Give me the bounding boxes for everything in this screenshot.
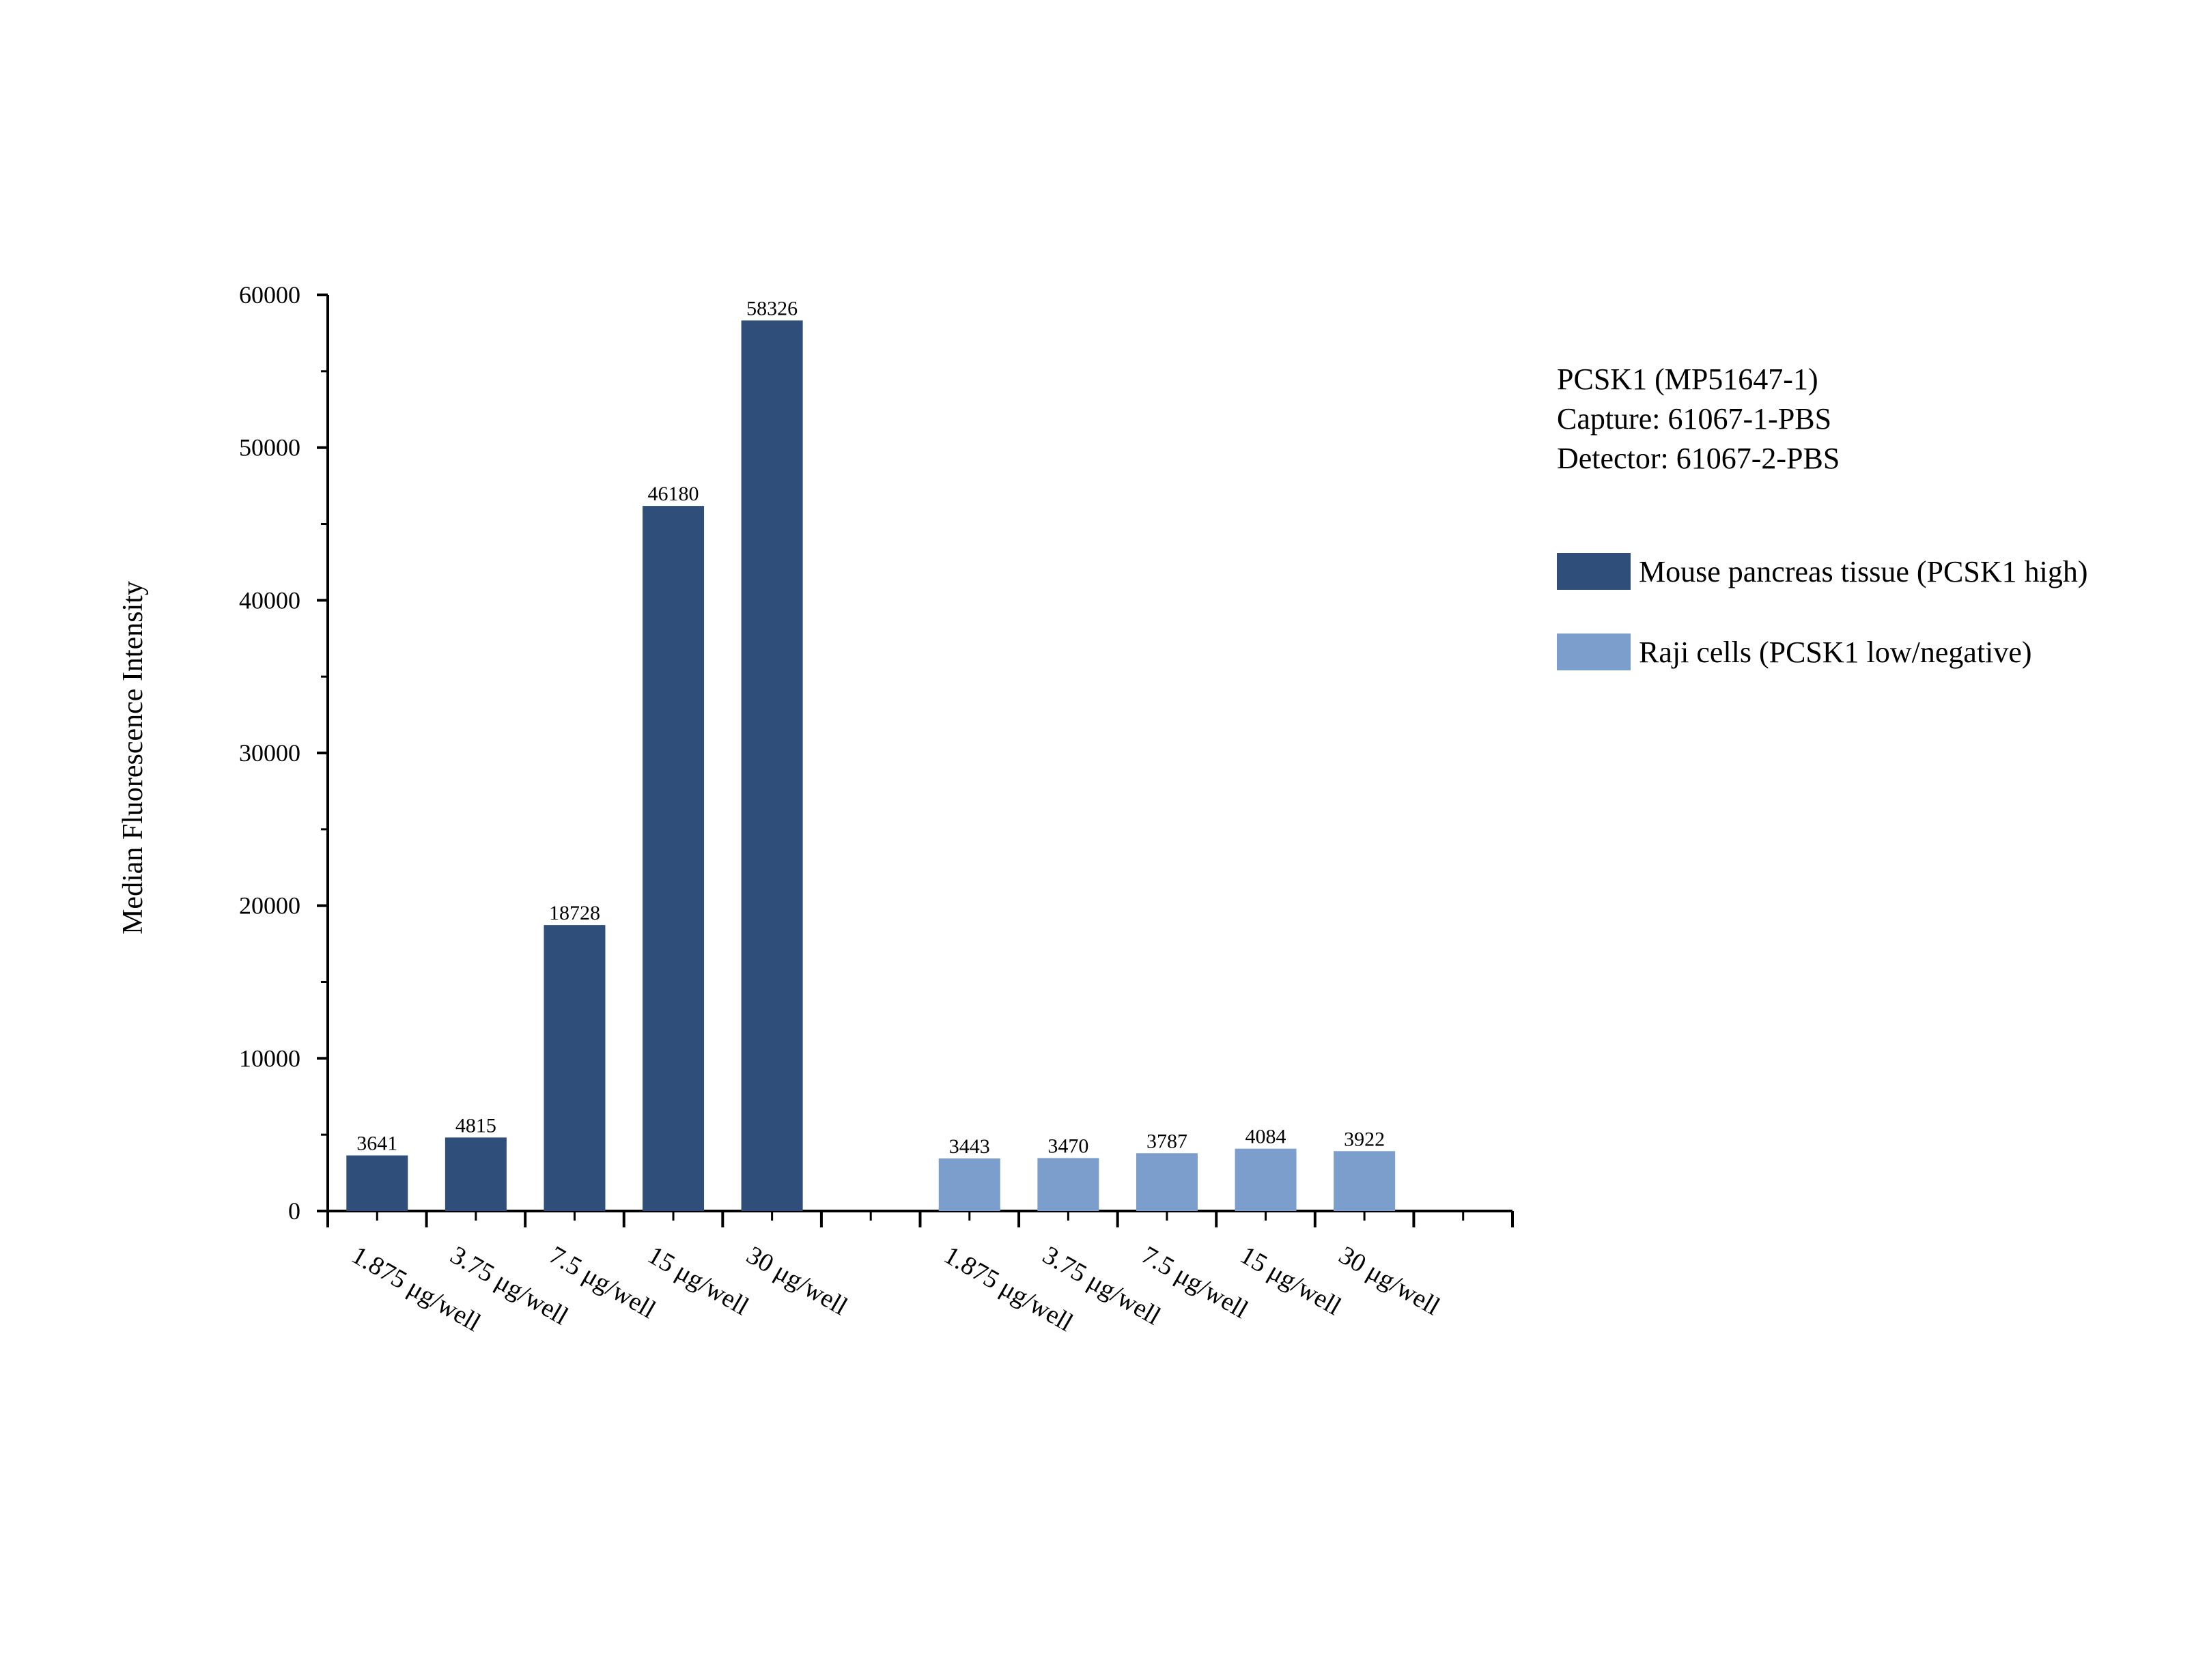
bar xyxy=(741,320,803,1212)
y-tick-label: 0 xyxy=(288,1197,300,1225)
data-label: 46180 xyxy=(648,483,699,505)
data-label: 18728 xyxy=(549,902,600,924)
bar xyxy=(1235,1148,1297,1211)
y-tick-label: 10000 xyxy=(239,1044,300,1072)
legend-label-raji: Raji cells (PCSK1 low/negative) xyxy=(1639,636,2032,669)
data-label: 4815 xyxy=(455,1114,496,1137)
x-category-label: 30 μg/well xyxy=(742,1240,852,1321)
bar xyxy=(445,1137,507,1211)
data-label: 3470 xyxy=(1047,1135,1088,1157)
y-axis-label: Median Fluorescence Intensity xyxy=(117,581,149,935)
bar xyxy=(1136,1153,1198,1211)
bar xyxy=(346,1155,408,1211)
chart-annotation: PCSK1 (MP51647-1) Capture: 61067-1-PBS D… xyxy=(1557,362,1840,475)
bar xyxy=(938,1158,1000,1211)
bar xyxy=(1334,1151,1396,1211)
legend-swatch-raji xyxy=(1557,633,1631,670)
y-tick-label: 20000 xyxy=(239,892,300,920)
x-category-label: 15 μg/well xyxy=(1235,1240,1346,1321)
data-label: 3787 xyxy=(1146,1130,1187,1152)
data-label: 3922 xyxy=(1344,1128,1385,1150)
y-tick-label: 60000 xyxy=(239,281,300,309)
legend-label-mouse: Mouse pancreas tissue (PCSK1 high) xyxy=(1639,555,2088,588)
y-tick-label: 40000 xyxy=(239,586,300,614)
annotation-line-3: Detector: 61067-2-PBS xyxy=(1557,442,1840,475)
bar xyxy=(643,506,705,1211)
x-category-label: 30 μg/well xyxy=(1334,1240,1445,1321)
data-label: 4084 xyxy=(1245,1126,1286,1148)
data-label: 3443 xyxy=(949,1135,990,1158)
data-label: 58326 xyxy=(746,297,798,319)
bar xyxy=(1037,1158,1099,1211)
y-tick-label: 30000 xyxy=(239,739,300,767)
data-label: 3641 xyxy=(356,1133,397,1155)
x-category-label: 15 μg/well xyxy=(643,1240,754,1321)
legend: Mouse pancreas tissue (PCSK1 high) Raji … xyxy=(1557,553,2088,670)
annotation-line-1: PCSK1 (MP51647-1) xyxy=(1557,362,1818,396)
axes: 0 10000 20000 30000 40000 50000 60000 xyxy=(239,281,1514,1227)
annotation-line-2: Capture: 61067-1-PBS xyxy=(1557,402,1831,436)
y-tick-label: 50000 xyxy=(239,434,300,461)
legend-swatch-mouse xyxy=(1557,553,1631,590)
bar xyxy=(544,925,606,1211)
